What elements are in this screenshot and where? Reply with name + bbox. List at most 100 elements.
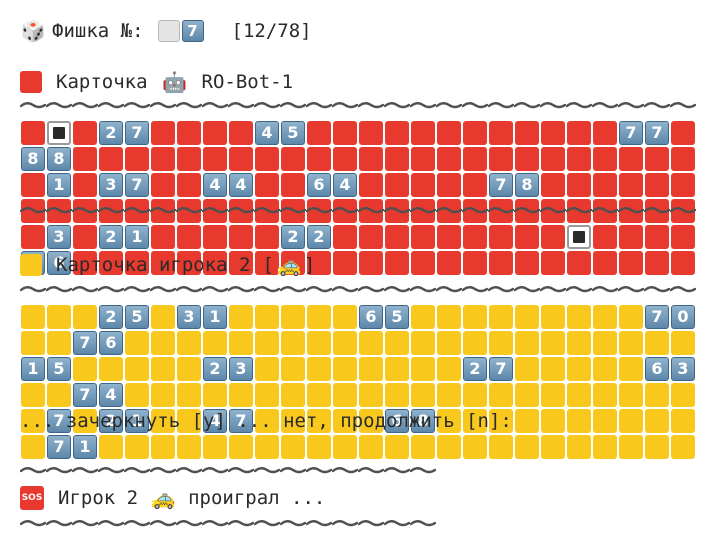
yellow-cell [359,357,383,381]
yellow-square-icon [20,254,42,276]
divider-wavy [20,205,696,215]
number-digit-cell: 4 [229,173,253,197]
number-digit-cell: 4 [333,173,357,197]
red-cell [73,173,97,197]
red-cell [229,225,253,249]
yellow-cell [437,409,461,433]
yellow-cell [359,383,383,407]
yellow-cell [333,305,357,329]
red-cell [567,251,591,275]
number-digit-cell: 5 [47,357,71,381]
yellow-cell [541,435,565,459]
sos-icon: SOS [20,486,44,510]
number-digit-cell: 8 [411,409,435,433]
number-digit-cell: 8 [21,147,45,171]
red-cell [463,147,487,171]
crossed-cell [47,121,71,145]
yellow-cell [307,305,331,329]
red-cell [489,225,513,249]
yellow-cell [619,435,643,459]
red-cell [333,251,357,275]
yellow-cell [281,331,305,355]
red-cell [593,225,617,249]
red-cell [203,121,227,145]
number-digit-cell: 4 [99,383,123,407]
yellow-cell [151,305,175,329]
yellow-cell [567,409,591,433]
yellow-cell [541,409,565,433]
yellow-cell [125,331,149,355]
red-cell [411,147,435,171]
yellow-cell [73,409,97,433]
number-digit-cell: 6 [385,409,409,433]
yellow-cell [619,305,643,329]
yellow-cell [671,435,695,459]
yellow-cell [567,305,591,329]
yellow-cell [151,409,175,433]
yellow-cell [619,357,643,381]
yellow-cell [203,435,227,459]
number-digit-cell: 2 [99,225,123,249]
red-cell [177,225,201,249]
red-cell [645,251,669,275]
yellow-cell [21,305,45,329]
yellow-cell [125,435,149,459]
yellow-cell [333,331,357,355]
yellow-cell [411,435,435,459]
number-digit-cell: 4 [203,409,227,433]
yellow-cell [515,331,539,355]
red-cell [541,251,565,275]
yellow-cell [47,305,71,329]
number-digit-cell: 2 [99,121,123,145]
red-cell [541,147,565,171]
number-digit-cell: 7 [619,121,643,145]
number-digit-cell: 3 [671,357,695,381]
red-cell [385,173,409,197]
red-cell [307,121,331,145]
yellow-cell [593,409,617,433]
red-cell [255,173,279,197]
yellow-cell [359,435,383,459]
player2-card-title: Карточка игрока 2 [ 🚕 ] [20,252,315,278]
yellow-cell [645,409,669,433]
red-cell [151,251,175,275]
red-cell [333,225,357,249]
yellow-cell [385,331,409,355]
red-cell [203,225,227,249]
yellow-cell [463,305,487,329]
yellow-cell [125,383,149,407]
yellow-cell [463,409,487,433]
yellow-cell [177,409,201,433]
chip-label: Фишка №: [52,20,144,42]
number-digit-cell: 4 [203,173,227,197]
yellow-cell [593,435,617,459]
yellow-cell [21,409,45,433]
divider-wavy [20,100,696,110]
yellow-cell [619,383,643,407]
yellow-cell [411,305,435,329]
yellow-cell [463,331,487,355]
red-cell [437,121,461,145]
red-cell [671,251,695,275]
red-cell [359,251,383,275]
red-cell [489,251,513,275]
number-digit-cell: 3 [229,357,253,381]
yellow-cell [671,331,695,355]
number-digit-cell: 7 [73,383,97,407]
red-cell [437,225,461,249]
yellow-cell [619,409,643,433]
number-digit-cell: 5 [125,305,149,329]
number-digit-cell: 1 [125,225,149,249]
cross-out-prompt[interactable]: ... зачеркнуть [y] ... нет, продолжить [… [20,410,512,432]
taxi-icon: 🚕 [276,253,302,277]
yellow-cell [255,383,279,407]
red-cell [489,147,513,171]
red-cell [359,121,383,145]
number-digit-cell: 1 [47,173,71,197]
yellow-cell [125,357,149,381]
yellow-cell [541,331,565,355]
red-cell [281,147,305,171]
red-cell [411,121,435,145]
yellow-cell [177,435,201,459]
yellow-cell [515,305,539,329]
